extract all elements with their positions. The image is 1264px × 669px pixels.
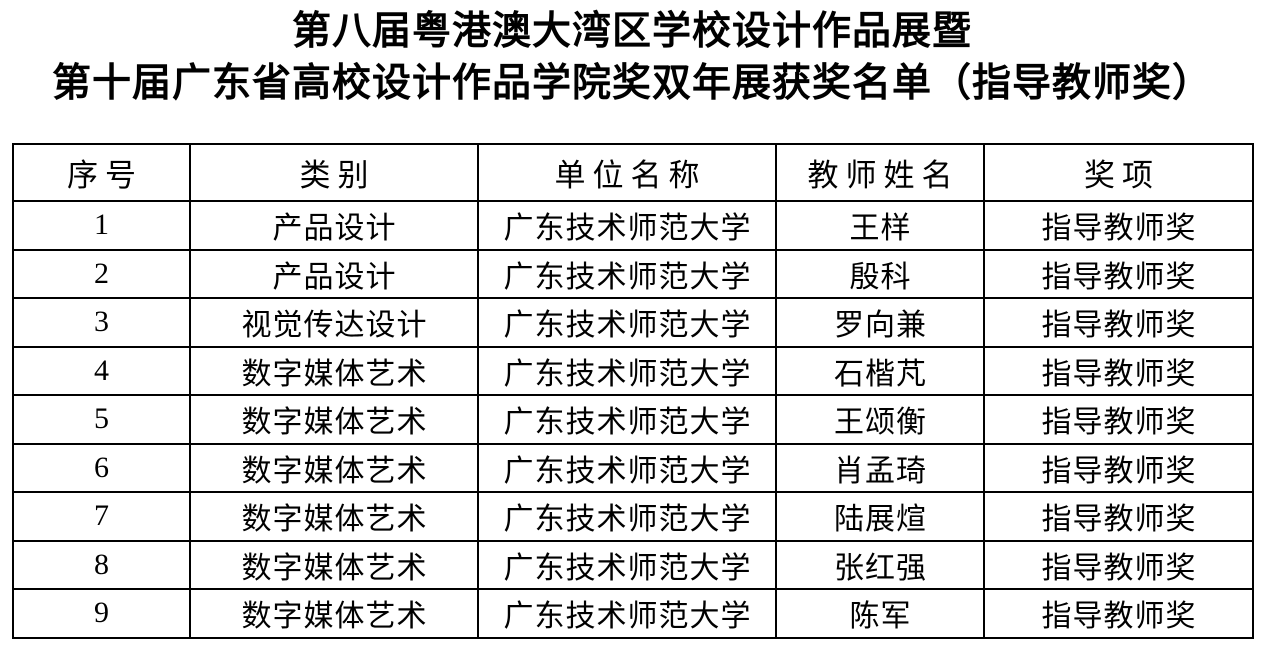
cell-serial-number: 1 <box>12 200 191 251</box>
table-row: 8 数字媒体艺术 广东技术师范大学 张红强 指导教师奖 <box>12 539 1254 590</box>
cell-category: 产品设计 <box>189 248 479 299</box>
table-body: 1 产品设计 广东技术师范大学 王样 指导教师奖 2 产品设计 广东技术师范大学 殷科 指导教师奖… <box>12 200 1254 639</box>
table-row: 6 数字媒体艺术 广东技术师范大学 肖孟琦 指导教师奖 <box>12 442 1254 493</box>
cell-award: 指导教师奖 <box>983 588 1254 639</box>
page-title-line-2: 第十届广东省高校设计作品学院奖双年展获奖名单（指导教师奖） <box>51 62 1212 105</box>
cell-serial-number: 9 <box>12 588 191 639</box>
table-row: 7 数字媒体艺术 广东技术师范大学 陆展煊 指导教师奖 <box>12 491 1254 542</box>
cell-teacher-name: 殷科 <box>775 248 985 299</box>
cell-teacher-name: 陈军 <box>775 588 985 639</box>
cell-teacher-name: 肖孟琦 <box>775 442 985 493</box>
cell-award: 指导教师奖 <box>983 297 1254 348</box>
cell-teacher-name: 陆展煊 <box>775 491 985 542</box>
cell-unit-name: 广东技术师范大学 <box>477 200 777 251</box>
cell-award: 指导教师奖 <box>983 394 1254 445</box>
cell-unit-name: 广东技术师范大学 <box>477 394 777 445</box>
cell-award: 指导教师奖 <box>983 539 1254 590</box>
page-title-line-1: 第八届粤港澳大湾区学校设计作品展暨 <box>291 10 972 53</box>
cell-category: 视觉传达设计 <box>189 297 479 348</box>
cell-award: 指导教师奖 <box>983 491 1254 542</box>
cell-teacher-name: 张红强 <box>775 539 985 590</box>
cell-teacher-name: 王样 <box>775 200 985 251</box>
table-row: 9 数字媒体艺术 广东技术师范大学 陈军 指导教师奖 <box>12 588 1254 639</box>
cell-category: 数字媒体艺术 <box>189 442 479 493</box>
cell-award: 指导教师奖 <box>983 200 1254 251</box>
cell-unit-name: 广东技术师范大学 <box>477 248 777 299</box>
column-header-award: 奖项 <box>983 143 1254 202</box>
cell-serial-number: 4 <box>12 345 191 396</box>
column-header-category: 类别 <box>189 143 479 202</box>
cell-serial-number: 5 <box>12 394 191 445</box>
column-header-unit-name: 单位名称 <box>477 143 777 202</box>
cell-unit-name: 广东技术师范大学 <box>477 491 777 542</box>
cell-unit-name: 广东技术师范大学 <box>477 297 777 348</box>
cell-serial-number: 6 <box>12 442 191 493</box>
cell-unit-name: 广东技术师范大学 <box>477 588 777 639</box>
table-row: 2 产品设计 广东技术师范大学 殷科 指导教师奖 <box>12 248 1254 299</box>
cell-unit-name: 广东技术师范大学 <box>477 345 777 396</box>
table-row: 4 数字媒体艺术 广东技术师范大学 石楷芃 指导教师奖 <box>12 345 1254 396</box>
cell-teacher-name: 罗向兼 <box>775 297 985 348</box>
document-title: 第八届粤港澳大湾区学校设计作品展暨 第十届广东省高校设计作品学院奖双年展获奖名单… <box>0 0 1264 110</box>
cell-category: 数字媒体艺术 <box>189 491 479 542</box>
table-header-row: 序号 类别 单位名称 教师姓名 奖项 <box>12 143 1254 202</box>
column-header-serial-number: 序号 <box>12 143 191 202</box>
table-row: 5 数字媒体艺术 广东技术师范大学 王颂衡 指导教师奖 <box>12 394 1254 445</box>
column-header-teacher-name: 教师姓名 <box>775 143 985 202</box>
cell-serial-number: 8 <box>12 539 191 590</box>
cell-award: 指导教师奖 <box>983 442 1254 493</box>
cell-category: 数字媒体艺术 <box>189 588 479 639</box>
award-winners-table: 序号 类别 单位名称 教师姓名 奖项 1 产品设计 广东技术师范大学 王样 指导教师奖 2… <box>12 143 1254 639</box>
cell-award: 指导教师奖 <box>983 345 1254 396</box>
cell-category: 数字媒体艺术 <box>189 394 479 445</box>
cell-unit-name: 广东技术师范大学 <box>477 442 777 493</box>
cell-serial-number: 7 <box>12 491 191 542</box>
cell-unit-name: 广东技术师范大学 <box>477 539 777 590</box>
cell-teacher-name: 王颂衡 <box>775 394 985 445</box>
cell-serial-number: 3 <box>12 297 191 348</box>
table-row: 3 视觉传达设计 广东技术师范大学 罗向兼 指导教师奖 <box>12 297 1254 348</box>
table-row: 1 产品设计 广东技术师范大学 王样 指导教师奖 <box>12 200 1254 251</box>
cell-teacher-name: 石楷芃 <box>775 345 985 396</box>
cell-award: 指导教师奖 <box>983 248 1254 299</box>
cell-serial-number: 2 <box>12 248 191 299</box>
cell-category: 数字媒体艺术 <box>189 539 479 590</box>
cell-category: 产品设计 <box>189 200 479 251</box>
cell-category: 数字媒体艺术 <box>189 345 479 396</box>
